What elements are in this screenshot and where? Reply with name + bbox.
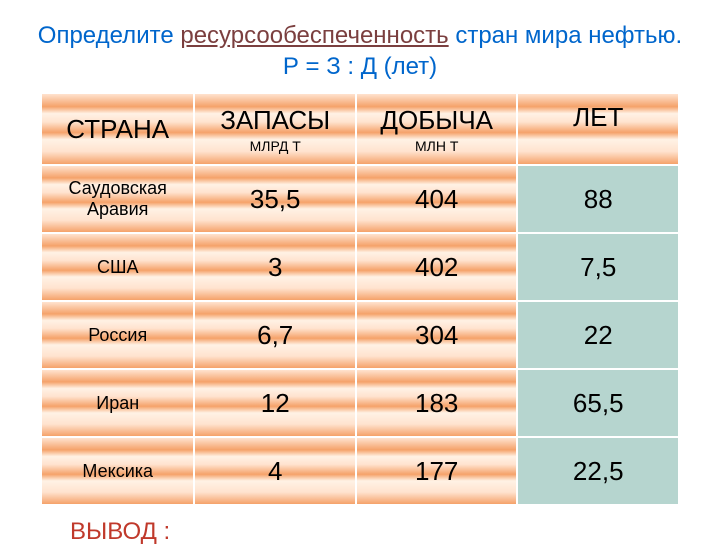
cell-reserves: 3	[195, 234, 355, 300]
conclusion-label: ВЫВОД :	[30, 518, 690, 546]
cell-production: 402	[357, 234, 517, 300]
cell-production: 183	[357, 370, 517, 436]
cell-country: Мексика	[42, 438, 193, 504]
cell-country: Саудовская Аравия	[42, 166, 193, 232]
cell-years: 22,5	[518, 438, 678, 504]
cell-reserves: 12	[195, 370, 355, 436]
cell-years: 65,5	[518, 370, 678, 436]
cell-country: Иран	[42, 370, 193, 436]
col-reserves: ЗАПАСЫ МЛРД Т	[195, 94, 355, 164]
cell-years: 22	[518, 302, 678, 368]
resource-table: СТРАНА ЗАПАСЫ МЛРД Т ДОБЫЧА МЛН Т ЛЕТ Са…	[40, 92, 680, 506]
cell-years: 88	[518, 166, 678, 232]
col-reserves-sub: МЛРД Т	[195, 138, 355, 154]
cell-production: 304	[357, 302, 517, 368]
table-row: Россия 6,7 304 22	[42, 302, 678, 368]
cell-years: 7,5	[518, 234, 678, 300]
table-row: США 3 402 7,5	[42, 234, 678, 300]
title-suffix: стран мира нефтью.	[449, 22, 683, 49]
col-production-label: ДОБЫЧА	[380, 105, 493, 135]
col-production-sub: МЛН Т	[357, 138, 517, 154]
table-header-row: СТРАНА ЗАПАСЫ МЛРД Т ДОБЫЧА МЛН Т ЛЕТ	[42, 94, 678, 164]
col-years-label: ЛЕТ	[573, 102, 623, 132]
cell-reserves: 6,7	[195, 302, 355, 368]
cell-reserves: 35,5	[195, 166, 355, 232]
cell-country: Россия	[42, 302, 193, 368]
col-reserves-label: ЗАПАСЫ	[220, 105, 330, 135]
title-formula: Р = З : Д (лет)	[30, 51, 690, 82]
table-row: Иран 12 183 65,5	[42, 370, 678, 436]
cell-country: США	[42, 234, 193, 300]
col-country-label: СТРАНА	[66, 114, 169, 144]
table-row: Саудовская Аравия 35,5 404 88	[42, 166, 678, 232]
cell-production: 177	[357, 438, 517, 504]
cell-production: 404	[357, 166, 517, 232]
title-prefix: Определите	[38, 22, 181, 49]
table-row: Мексика 4 177 22,5	[42, 438, 678, 504]
col-production: ДОБЫЧА МЛН Т	[357, 94, 517, 164]
slide-title: Определите ресурсообеспеченность стран м…	[30, 20, 690, 82]
title-link: ресурсообеспеченность	[180, 22, 448, 49]
col-years: ЛЕТ	[518, 94, 678, 164]
cell-reserves: 4	[195, 438, 355, 504]
col-country: СТРАНА	[42, 94, 193, 164]
